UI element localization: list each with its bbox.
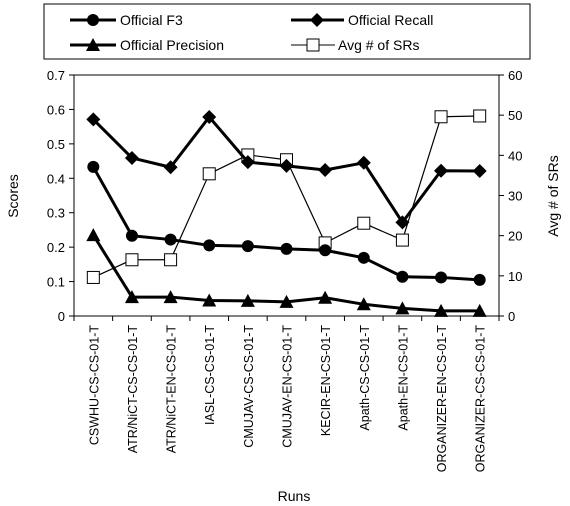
y2-axis-title: Avg # of SRs <box>545 155 561 236</box>
data-point <box>472 164 487 179</box>
data-point <box>319 244 332 257</box>
data-point <box>124 150 139 165</box>
y2-tick-label: 10 <box>508 269 522 284</box>
legend: Official F3 Official Recall Official Pre… <box>43 3 531 60</box>
category-labels: CSWHU-CS-CS-01-T ATR/NiCT-CS-CS-01-T ATR/N… <box>73 316 500 473</box>
data-point <box>86 270 100 284</box>
series-official-recall <box>86 110 487 230</box>
data-point <box>356 297 371 311</box>
data-point <box>395 233 409 247</box>
x-tick-label: IASL-CS-CS-01-T <box>203 325 217 425</box>
y-tick-label: 0.7 <box>47 68 65 83</box>
y-axis-title: Scores <box>5 174 21 218</box>
y-tick-label: 0.2 <box>47 240 65 255</box>
x-tick-label: CMUJAV-CS-CS-01-T <box>242 325 256 448</box>
x-tick-label: CMUJAV-EN-CS-01-T <box>281 325 295 448</box>
data-point <box>472 303 487 317</box>
data-point <box>396 270 409 283</box>
legend-item-srs: Avg # of SRs <box>291 37 419 53</box>
data-point <box>473 273 486 286</box>
data-point <box>473 109 487 123</box>
y-tick-label: 0 <box>58 309 65 324</box>
y2-tick-label: 40 <box>508 148 522 163</box>
y-tick-label: 0.6 <box>47 102 65 117</box>
legend-item-recall: Official Recall <box>291 12 433 28</box>
y-tick-label: 0.1 <box>47 275 65 290</box>
data-point <box>279 294 294 308</box>
legend-label-srs: Avg # of SRs <box>338 37 419 53</box>
legend-label-f3: Official F3 <box>120 12 183 28</box>
y2-tick-label: 30 <box>508 189 522 204</box>
x-tick-label: Apath-EN-CS-01-T <box>396 325 410 431</box>
data-point <box>434 110 448 124</box>
series-layer <box>86 109 487 317</box>
legend-item-precision: Official Precision <box>70 37 224 53</box>
data-point <box>395 215 410 230</box>
data-point <box>125 229 138 242</box>
x-tick-label: ORGANIZER-CS-CS-01-T <box>474 325 488 473</box>
left-axis-ticks: 0 0.1 0.2 0.3 0.4 0.5 0.6 0.7 <box>47 68 74 324</box>
data-point <box>164 233 177 246</box>
x-tick-label: ORGANIZER-EN-CS-01-T <box>435 325 449 473</box>
data-point <box>163 290 178 304</box>
y-tick-label: 0.5 <box>47 137 65 152</box>
data-point <box>241 240 254 253</box>
data-point <box>395 301 410 315</box>
series-official-f3 <box>87 160 486 286</box>
data-point <box>240 293 255 307</box>
legend-box <box>43 3 531 60</box>
legend-label-precision: Official Precision <box>120 37 224 53</box>
data-point <box>434 303 449 317</box>
data-point <box>164 253 178 267</box>
legend-marker-recall <box>310 13 324 27</box>
data-point <box>356 155 371 170</box>
x-tick-label: KECIR-EN-CS-01-T <box>319 325 333 436</box>
series-line <box>92 166 480 282</box>
data-point <box>434 163 449 178</box>
data-point <box>202 293 217 307</box>
right-axis-ticks: 0 10 20 30 40 50 60 <box>499 68 522 324</box>
data-point <box>357 251 370 264</box>
data-point <box>357 216 371 230</box>
legend-marker-f3 <box>87 14 99 26</box>
x-tick-label: ATR/NiCT-CS-CS-01-T <box>126 325 140 454</box>
data-point <box>86 112 101 127</box>
legend-item-f3: Official F3 <box>70 12 183 28</box>
y-tick-label: 0.4 <box>47 171 65 186</box>
x-tick-label: CSWHU-CS-CS-01-T <box>87 325 101 446</box>
data-point <box>87 160 100 173</box>
data-point <box>202 110 217 125</box>
x-tick-label: ATR/NiCT-EN-CS-01-T <box>165 325 179 454</box>
data-point <box>203 239 216 252</box>
data-point <box>86 228 101 242</box>
x-tick-label: Apath-CS-CS-01-T <box>358 325 372 431</box>
data-point <box>318 163 333 178</box>
data-point <box>163 160 178 175</box>
series-official-precision <box>86 228 487 317</box>
data-point <box>435 271 448 284</box>
data-point <box>280 242 293 255</box>
data-point <box>124 290 139 304</box>
legend-label-recall: Official Recall <box>348 12 433 28</box>
y2-tick-label: 0 <box>508 309 515 324</box>
x-axis-title: Runs <box>278 488 311 504</box>
data-point <box>202 167 216 181</box>
y2-tick-label: 50 <box>508 108 522 123</box>
series-avg-of-srs <box>86 109 487 284</box>
y2-tick-label: 60 <box>508 68 522 83</box>
legend-marker-srs <box>306 38 320 52</box>
y2-tick-label: 20 <box>508 229 522 244</box>
y-tick-label: 0.3 <box>47 206 65 221</box>
legend-marker-precision <box>86 38 100 51</box>
data-point <box>240 155 255 170</box>
data-point <box>125 253 139 267</box>
data-point <box>279 158 294 173</box>
data-point <box>318 290 333 304</box>
